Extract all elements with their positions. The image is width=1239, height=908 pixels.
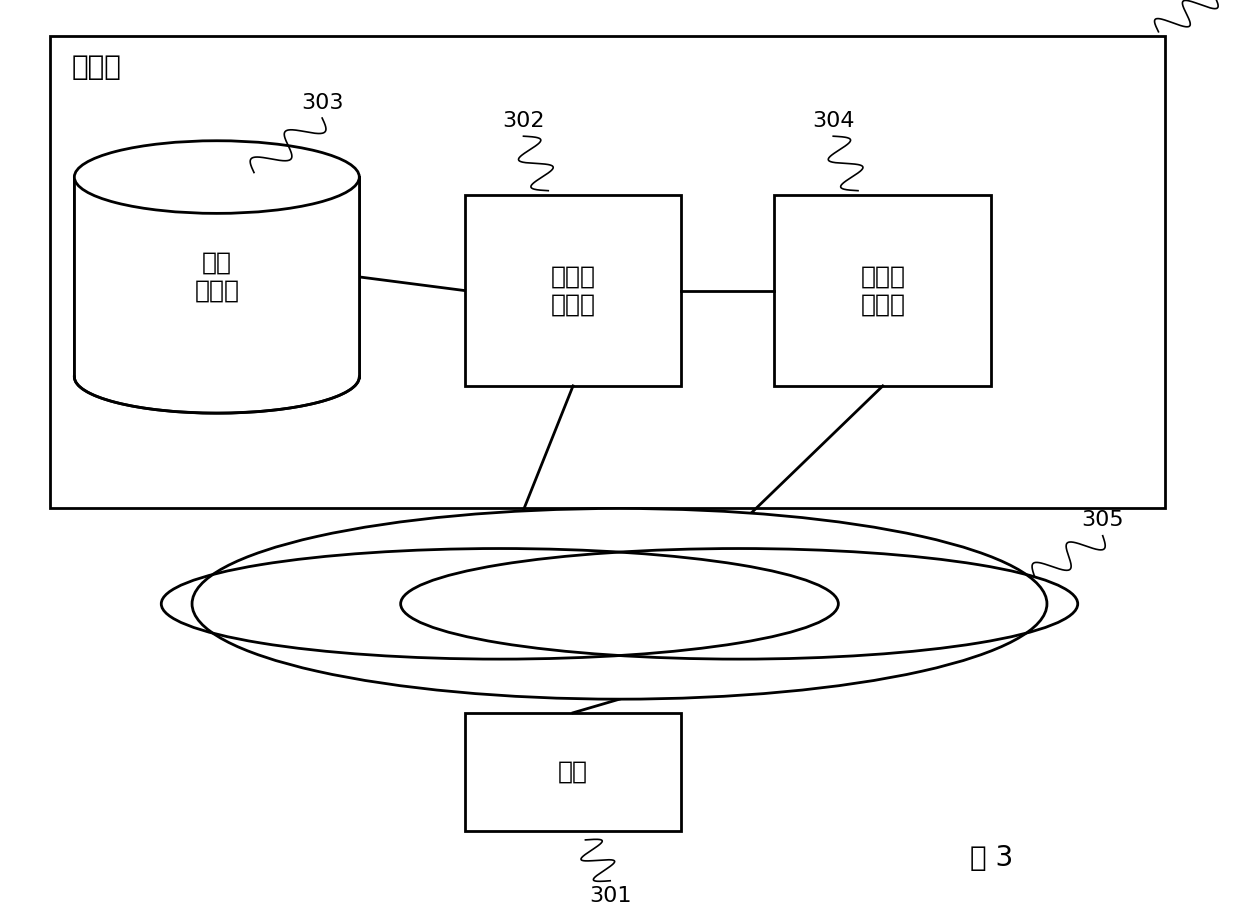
Text: 客户: 客户 (558, 760, 589, 784)
Bar (74, 177, 359, 377)
Text: 302: 302 (502, 111, 545, 131)
Text: 数据流
服务器: 数据流 服务器 (860, 264, 906, 317)
Ellipse shape (74, 141, 359, 213)
Text: 图 3: 图 3 (970, 844, 1012, 872)
Text: 内容
数据库: 内容 数据库 (195, 251, 239, 303)
Bar (465, 195, 681, 386)
Bar (50, 36, 1165, 508)
Text: 303: 303 (301, 93, 343, 113)
Text: 服务器: 服务器 (72, 53, 121, 81)
Text: 数据库
服务器: 数据库 服务器 (550, 264, 596, 317)
Bar (465, 713, 681, 831)
Ellipse shape (192, 508, 1047, 699)
Bar (774, 195, 991, 386)
Ellipse shape (74, 340, 359, 413)
Text: 304: 304 (812, 111, 855, 131)
Text: 305: 305 (1082, 510, 1124, 530)
Text: 301: 301 (589, 886, 632, 906)
